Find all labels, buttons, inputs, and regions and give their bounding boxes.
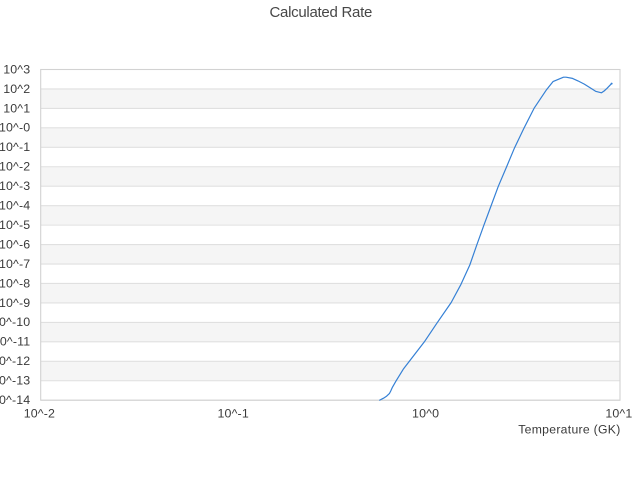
svg-text:10^-14: 10^-14	[0, 393, 30, 407]
svg-text:10^1: 10^1	[3, 101, 30, 115]
svg-text:10^-8: 10^-8	[0, 276, 30, 290]
svg-text:10^-5: 10^-5	[0, 218, 30, 232]
svg-text:10^-1: 10^-1	[218, 407, 249, 421]
svg-text:10^-1: 10^-1	[0, 140, 30, 154]
svg-text:10^-2: 10^-2	[24, 407, 55, 421]
svg-text:10^-13: 10^-13	[0, 374, 30, 388]
svg-text:10^-9: 10^-9	[0, 296, 30, 310]
svg-text:10^-4: 10^-4	[0, 199, 30, 213]
svg-text:10^-6: 10^-6	[0, 237, 30, 251]
svg-text:10^-2: 10^-2	[0, 160, 30, 174]
svg-text:Calculated Rate: Calculated Rate	[269, 4, 372, 21]
svg-text:10^-11: 10^-11	[0, 335, 30, 349]
svg-text:10^0: 10^0	[412, 407, 439, 421]
svg-text:10^-10: 10^-10	[0, 315, 30, 329]
svg-text:10^2: 10^2	[3, 82, 30, 96]
svg-text:10^-12: 10^-12	[0, 354, 30, 368]
svg-text:10^-7: 10^-7	[0, 257, 30, 271]
svg-text:Temperature (GK): Temperature (GK)	[518, 423, 620, 437]
svg-text:10^1: 10^1	[605, 407, 632, 421]
svg-text:10^-0: 10^-0	[0, 121, 30, 135]
svg-text:10^3: 10^3	[3, 62, 30, 76]
svg-text:10^-3: 10^-3	[0, 179, 30, 193]
